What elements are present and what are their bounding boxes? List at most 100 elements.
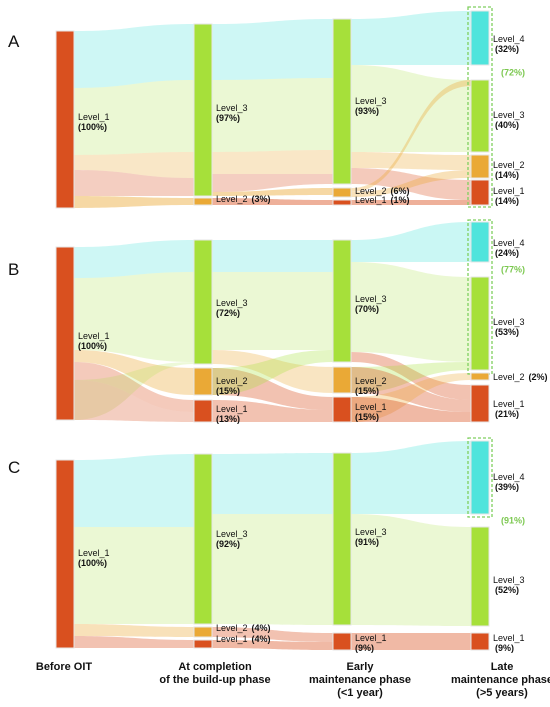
node-percentage: (100%)	[78, 341, 107, 351]
node-label: Level_1	[493, 633, 525, 643]
node-level-3	[332, 239, 352, 363]
flow-band-level2	[74, 350, 194, 395]
combined-level-3-4-outline	[467, 437, 493, 518]
node-level-3	[332, 452, 352, 626]
panel-letter-a: A	[8, 32, 20, 51]
node-level-1	[332, 396, 352, 423]
node-level-2	[332, 187, 352, 198]
node-level-2	[193, 626, 213, 638]
node-label: Level_4	[493, 472, 525, 482]
flow-band-level1	[212, 174, 333, 192]
flow-band-level3	[351, 362, 471, 393]
flow-band-level4	[212, 19, 333, 80]
node-percentage: (14%)	[495, 170, 519, 180]
node-labels: (72%)Level_1(100%)Level_3(97%)Level_2 (3%…	[78, 34, 548, 653]
node-percentage: (91%)	[355, 537, 379, 547]
flow-band-level2	[351, 170, 471, 197]
node-label: Level_3	[216, 298, 248, 308]
node-percentage: (13%)	[216, 414, 240, 424]
node-label: Level_2	[216, 376, 248, 386]
node-level-2	[470, 372, 490, 381]
flow-band-level1	[351, 352, 471, 400]
node-level-2	[470, 154, 490, 179]
node-label: Level_3	[355, 96, 387, 106]
flow-band-level4	[74, 240, 194, 278]
flow-band-level2	[74, 196, 194, 208]
node-label: Level_1	[355, 633, 387, 643]
node-percentage: (14%)	[495, 196, 519, 206]
flow-band-level1	[351, 200, 471, 205]
flow-band-level1	[74, 380, 194, 422]
flow-band-level3	[212, 514, 333, 625]
node-percentage: (32%)	[495, 44, 519, 54]
flow-band-level3	[212, 78, 333, 152]
node-label: Level_1	[216, 404, 248, 414]
node-label: Level_2	[355, 376, 387, 386]
stage-label-late-maintenance: Late maintenance phase (>5 years)	[451, 661, 550, 699]
flow-band-level2	[212, 188, 333, 196]
node-level-1	[55, 30, 75, 209]
flow-band-level2	[74, 624, 194, 637]
flow-band-level4	[351, 222, 471, 262]
node-level-1	[332, 632, 352, 651]
flow-band-level4	[351, 441, 471, 514]
flow-band-level2	[212, 350, 333, 393]
flow-band-level3	[351, 514, 471, 626]
node-label: Level_3	[493, 317, 525, 327]
node-label: Level_2 (2%)	[493, 372, 548, 382]
node-label: Level_4	[493, 34, 525, 44]
node-percentage: (53%)	[495, 327, 519, 337]
flow-band-level1	[212, 198, 333, 205]
node-label: Level_3	[493, 110, 525, 120]
node-label: Level_2 (6%)	[355, 186, 410, 196]
flow-band-level1	[212, 368, 333, 410]
node-percentage: (24%)	[495, 248, 519, 258]
flow-band-level1	[74, 170, 194, 196]
flow-band-level1	[351, 397, 471, 422]
node-label: Level_3	[216, 529, 248, 539]
flow-band-level1	[212, 400, 333, 422]
node-label: Level_3	[355, 294, 387, 304]
node-percentage: (39%)	[495, 482, 519, 492]
node-level-1	[193, 639, 213, 649]
flow-band-level3	[74, 527, 194, 624]
node-percentage: (72%)	[216, 308, 240, 318]
flow-bands	[74, 11, 471, 650]
node-level-3	[470, 276, 490, 371]
node-level-1	[470, 384, 490, 423]
node-percentage: (15%)	[355, 386, 379, 396]
flow-band-level4	[74, 24, 194, 88]
flow-band-level1	[74, 636, 194, 648]
flow-band-level4	[74, 454, 194, 527]
node-label: Level_1 (4%)	[216, 634, 271, 644]
stage-label-before-oit: Before OIT	[36, 661, 93, 673]
node-label: Level_2	[493, 160, 525, 170]
node-percentage: (40%)	[495, 120, 519, 130]
node-level-2	[193, 367, 213, 396]
flow-band-level3	[212, 272, 333, 350]
node-level-2	[193, 197, 213, 206]
node-label: Level_4	[493, 238, 525, 248]
node-level-1	[193, 399, 213, 423]
node-level-4	[470, 440, 490, 515]
flow-band-level1	[351, 168, 471, 200]
flow-band-level4	[212, 240, 333, 272]
panel-letter-b: B	[8, 260, 19, 279]
node-percentage: (93%)	[355, 106, 379, 116]
node-level-4	[470, 221, 490, 263]
flow-band-level1	[74, 362, 194, 412]
node-percentage: (15%)	[216, 386, 240, 396]
flow-band-level3	[351, 262, 471, 362]
node-level-1	[55, 246, 75, 421]
combined-percentage: (72%)	[501, 68, 525, 78]
node-percentage: (97%)	[216, 113, 240, 123]
node-percentage: (92%)	[216, 539, 240, 549]
flow-band-level1	[351, 633, 471, 650]
combined-level-3-4-outline	[467, 6, 493, 208]
node-level-1	[332, 199, 352, 206]
node-level-3	[332, 18, 352, 185]
panel-letter-c: C	[8, 458, 20, 477]
flow-band-level2	[351, 80, 471, 192]
node-level-3	[193, 23, 213, 197]
